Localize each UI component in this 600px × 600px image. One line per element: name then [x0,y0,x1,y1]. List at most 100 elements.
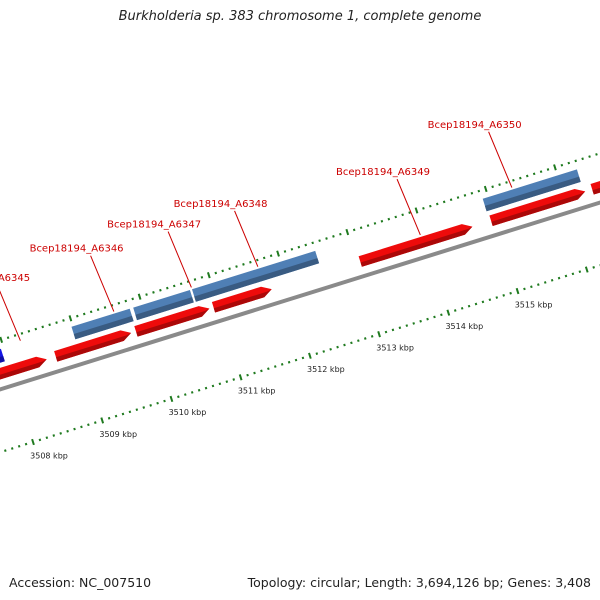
scale-tick [238,374,243,381]
gene-feature[interactable] [54,330,132,362]
scale-tick-label: 3513 kbp [376,344,414,353]
accession-text: Accession: NC_007510 [9,575,152,590]
scale-tick [433,315,436,319]
scale-tick [592,266,595,269]
scale-tick [80,425,83,429]
scale-tick [4,449,7,452]
outer-tick [512,178,515,182]
scale-tick [218,382,222,386]
gene-Bcep18194_A6345[interactable] [0,348,5,369]
gene-Bcep18194_A6346[interactable] [71,308,134,340]
genome-summary-text: Topology: circular; Length: 3,694,126 bp… [247,575,591,590]
scale-tick [267,367,270,371]
outer-tick [20,332,24,335]
scale-tick [190,391,194,394]
scale-tick [571,272,575,276]
scale-tick [45,436,49,440]
scale-tick [543,281,547,284]
scale-tick [537,283,540,286]
scale-tick [343,343,346,347]
scale-tick [52,434,56,437]
outer-tick [41,325,44,329]
outer-tick [539,170,543,174]
gene-Bcep18194_A6349[interactable] [358,224,473,267]
scale-tick [322,350,326,353]
scale-tick [107,416,111,420]
gene-shadow [0,359,47,380]
backbone-line [0,200,600,392]
outer-tick [68,315,73,322]
gene-feature[interactable] [489,189,586,226]
outer-tick [498,183,501,186]
scale-tick [204,386,208,390]
outer-tick [429,204,432,208]
outer-tick [483,185,488,193]
outer-tick [6,336,10,340]
scale-tick-label: 3514 kbp [445,322,483,331]
gene-label[interactable]: Bcep18194_A6350 [428,120,522,131]
gene-feature[interactable] [211,286,272,313]
outer-tick [117,301,121,305]
scale-tick [184,393,187,396]
gene-Bcep18194_A6347[interactable] [133,290,194,321]
scale-tick [460,306,464,310]
gene-feature[interactable] [590,174,600,195]
outer-tick [200,275,204,279]
scale-tick [377,331,381,338]
gene-layer [0,169,600,386]
outer-tick [339,232,342,236]
gene-label[interactable]: Bcep18194_A6346 [30,244,124,255]
scale-tick [121,412,125,416]
outer-tick [262,256,266,260]
scale-tick [412,322,415,325]
scale-tick-label: 3511 kbp [238,387,276,396]
gene-feature[interactable] [0,356,47,386]
outer-tick [82,312,86,316]
scale-tick [100,417,105,424]
outer-tick [297,245,301,249]
backbone-layer [0,200,600,392]
scale-tick [426,317,429,321]
outer-tick [55,321,58,324]
outer-tick [27,329,31,333]
outer-tick [581,157,584,161]
outer-tick [394,215,398,219]
outer-tick [152,291,155,294]
scale-tick [128,410,132,414]
gene-shadow [135,297,194,321]
scale-tick [163,399,166,403]
gene-label[interactable]: Bcep18194_A6348 [174,199,268,210]
outer-tick [221,269,224,273]
gene-label[interactable]: Bcep18194_A6345 [0,273,30,284]
scale-tick [308,352,312,359]
scale-tick [384,330,388,334]
scale-tick [31,438,35,446]
gene-shadow [136,308,210,337]
gene-label-leader [167,231,192,288]
outer-tick [442,200,446,204]
scale-tick [370,335,374,338]
scale-tick [557,276,561,280]
scale-tick [495,296,499,299]
scale-tick [530,285,533,289]
outer-tick [145,293,148,296]
scale-tick [350,341,353,345]
gene-Bcep18194_A6350[interactable] [482,169,581,212]
scale-tick [169,395,174,403]
outer-tick [463,194,467,197]
gene-Bcep18194_A6348[interactable] [192,250,320,302]
outer-tick [477,189,481,193]
outer-tick [505,181,508,184]
gene-shadow [360,226,473,267]
gene-feature[interactable] [134,306,210,337]
gene-label[interactable]: Bcep18194_A6349 [336,167,430,178]
outer-tick [0,336,4,344]
outer-tick [186,280,190,283]
scale-tick [419,319,422,323]
outer-tick [276,250,280,257]
gene-label[interactable]: Bcep18194_A6347 [107,220,201,231]
scale-tick [59,432,62,435]
outer-tick [373,222,377,225]
outer-tick [491,185,494,189]
